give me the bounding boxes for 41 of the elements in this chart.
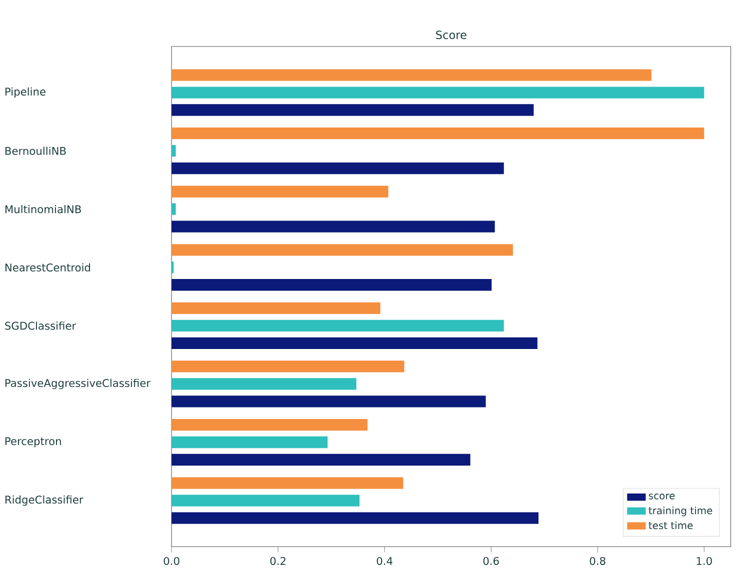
y-tick-label: Pipeline <box>5 87 46 98</box>
bar <box>172 162 504 174</box>
bar <box>172 395 486 408</box>
bar <box>172 302 380 314</box>
bar <box>172 494 360 506</box>
bar <box>172 104 534 116</box>
bar <box>172 69 652 81</box>
bar <box>172 203 176 215</box>
bar <box>172 477 404 489</box>
bar <box>172 512 538 524</box>
bar <box>172 337 538 349</box>
bar <box>172 144 176 156</box>
y-tick-label: MultinomialNB <box>5 204 81 214</box>
legend-label: score <box>648 493 675 500</box>
legend-label: test time <box>648 521 693 529</box>
bar <box>172 127 704 139</box>
y-tick-label: PassiveAggressiveClassifier <box>5 378 151 389</box>
bar <box>172 220 495 232</box>
y-tick-label: BernoulliNB <box>5 146 66 155</box>
x-tick-label: 0.4 <box>376 556 392 565</box>
bar <box>172 244 513 256</box>
bar <box>172 436 328 448</box>
x-tick-label: 0.8 <box>590 556 606 565</box>
bar <box>172 320 504 332</box>
bar <box>172 360 404 372</box>
bar <box>172 86 704 98</box>
bar <box>172 418 368 430</box>
y-tick-label: Perceptron <box>5 437 61 448</box>
bar <box>172 454 470 466</box>
bar <box>172 186 388 198</box>
x-tick-label: 0.6 <box>483 556 499 565</box>
y-tick-label: SGDClassifier <box>5 321 76 330</box>
y-tick-label: NearestCentroid <box>5 263 90 272</box>
y-tick-label: RidgeClassifier <box>5 495 84 506</box>
chart-title: Score <box>436 30 466 39</box>
x-tick-label: 1.0 <box>696 556 712 565</box>
legend-label: training time <box>648 506 712 516</box>
bar <box>172 378 356 390</box>
x-tick-label: 0.2 <box>270 556 286 565</box>
x-tick-label: 0.0 <box>164 556 180 565</box>
bar <box>172 278 492 291</box>
